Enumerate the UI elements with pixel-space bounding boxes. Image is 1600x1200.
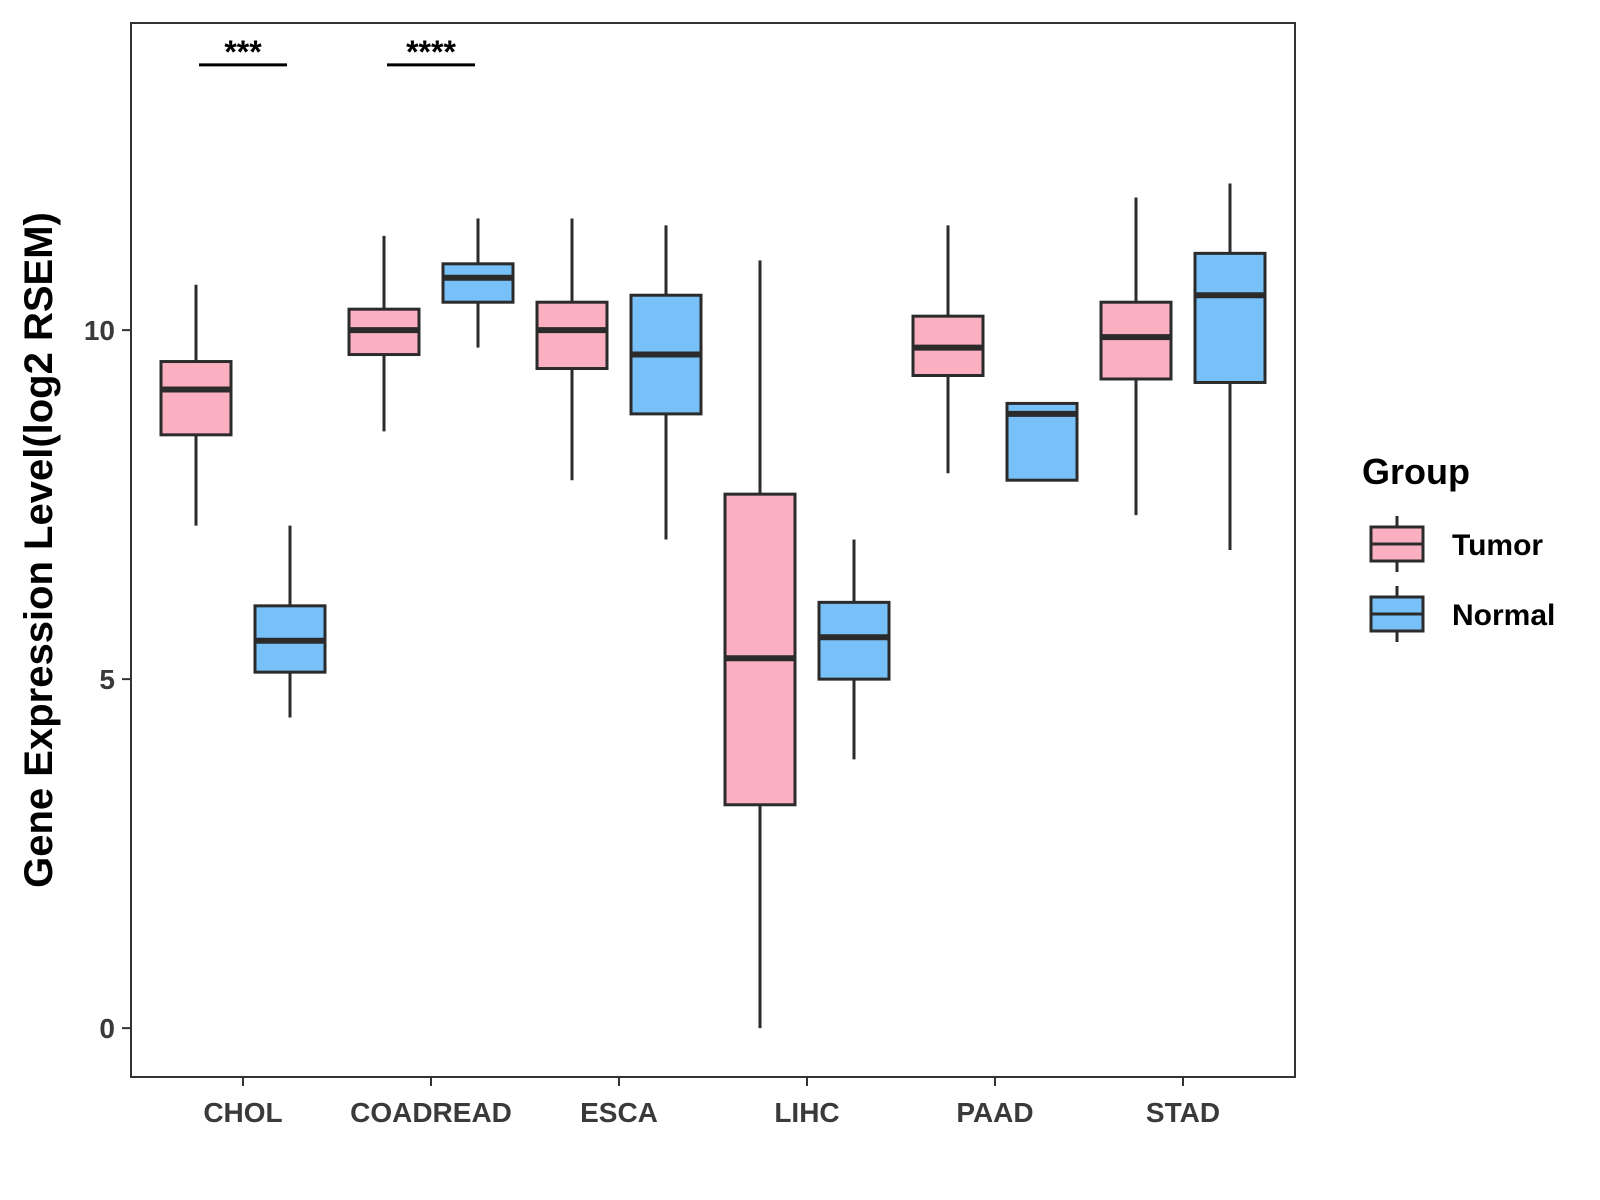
box-iqr — [441, 262, 515, 304]
box-tumor-coadread — [347, 235, 421, 432]
box-normal-lihc — [817, 539, 891, 760]
significance-label: **** — [406, 34, 456, 70]
x-axis: CHOL COADREAD ESCA LIHC PAAD STAD — [203, 1077, 1220, 1128]
legend-title: Group — [1362, 451, 1470, 492]
x-tick-label: PAAD — [956, 1097, 1033, 1128]
significance-label: *** — [224, 34, 262, 70]
legend-item-normal: Normal — [1369, 586, 1555, 642]
box-tumor-chol — [159, 284, 233, 526]
box-iqr — [723, 492, 797, 807]
box-series — [159, 183, 1267, 1029]
box-normal-chol — [253, 525, 327, 718]
legend-item-tumor: Tumor — [1369, 516, 1543, 572]
x-tick-label: ESCA — [580, 1097, 658, 1128]
legend-label: Tumor — [1452, 529, 1543, 562]
x-tick-label: STAD — [1146, 1097, 1220, 1128]
y-tick-label: 0 — [99, 1013, 115, 1044]
y-axis-title: Gene Expression Level(log2 RSEM) — [17, 212, 61, 888]
box-normal-stad — [1193, 183, 1267, 550]
legend-items: Tumor Normal — [1369, 516, 1555, 642]
y-axis: 0 5 10 — [84, 315, 131, 1044]
plot-panel — [130, 22, 1296, 1078]
box-tumor-stad — [1099, 197, 1173, 516]
box-iqr — [817, 600, 891, 681]
x-tick-label: COADREAD — [350, 1097, 512, 1128]
box-tumor-esca — [535, 218, 609, 481]
y-tick-label: 5 — [99, 664, 115, 695]
y-tick-label: 10 — [84, 315, 115, 346]
box-iqr — [535, 300, 609, 371]
box-tumor-lihc — [723, 260, 797, 1029]
x-tick-label: LIHC — [774, 1097, 839, 1128]
box-iqr — [1099, 300, 1173, 381]
x-tick-label: CHOL — [203, 1097, 282, 1128]
box-normal-esca — [629, 225, 703, 540]
box-tumor-paad — [911, 225, 985, 474]
box-iqr — [159, 360, 233, 437]
box-normal-coadread — [441, 218, 515, 348]
box-normal-paad — [1005, 401, 1079, 482]
significance-annotations: *** **** — [199, 34, 475, 70]
box-iqr — [1193, 251, 1267, 384]
legend: Group Tumor Normal — [1362, 451, 1555, 642]
legend-label: Normal — [1452, 599, 1555, 632]
